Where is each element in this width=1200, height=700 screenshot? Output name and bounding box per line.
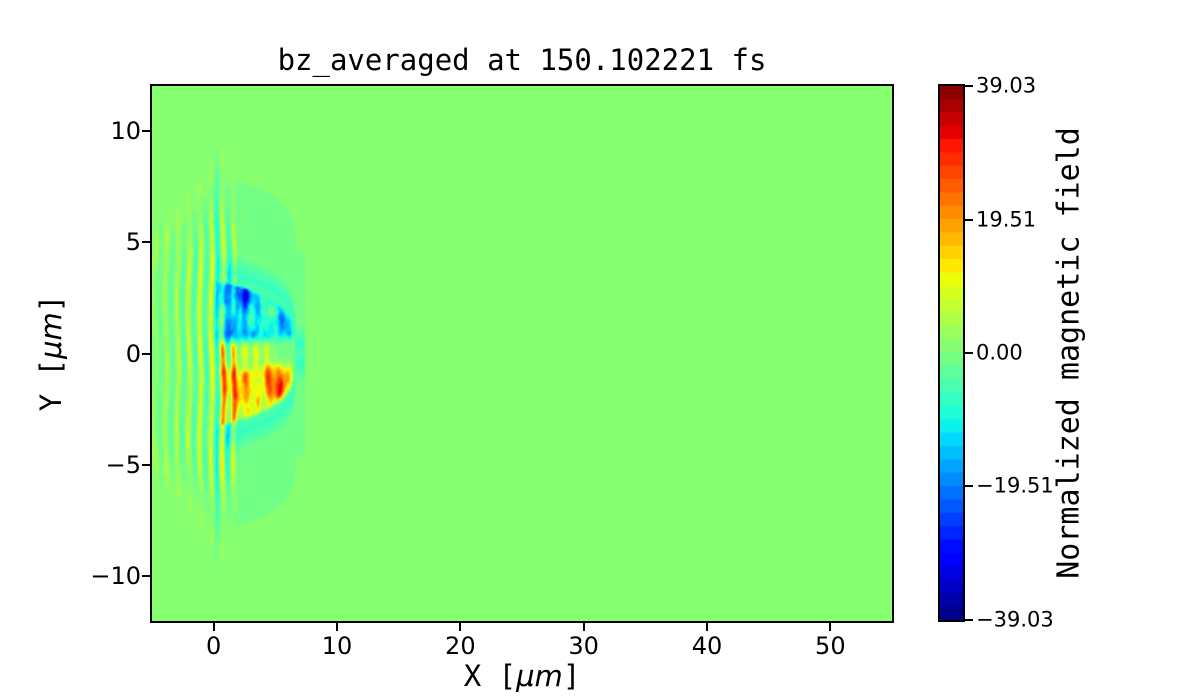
y-tick-label: −10 bbox=[90, 562, 141, 591]
y-tick-label: 10 bbox=[110, 116, 141, 145]
x-tick-label: 40 bbox=[691, 632, 723, 660]
y-axis-label-prefix: Y [ bbox=[34, 358, 69, 412]
colorbar-tick-label: 19.51 bbox=[976, 207, 1037, 232]
colorbar-tick bbox=[965, 485, 973, 488]
colorbar-tick bbox=[965, 85, 973, 87]
x-tick-label: 10 bbox=[321, 632, 353, 660]
x-tick-label: 50 bbox=[815, 632, 846, 660]
x-axis-label-suffix: ] bbox=[562, 659, 581, 693]
colorbar-canvas bbox=[940, 86, 963, 620]
x-axis-tick bbox=[829, 623, 832, 631]
x-tick-label: 20 bbox=[445, 632, 476, 660]
colorbar-tick-label: −39.03 bbox=[976, 607, 1054, 632]
colorbar-tick bbox=[965, 218, 973, 221]
y-tick-label: 0 bbox=[125, 339, 141, 368]
plot-title: bz_averaged at 150.102221 fs bbox=[277, 43, 767, 77]
plot-area bbox=[150, 84, 894, 623]
colorbar bbox=[938, 84, 965, 622]
x-tick-label: 30 bbox=[568, 632, 599, 660]
colorbar-tick-label: −19.51 bbox=[976, 473, 1054, 498]
colorbar-label: Normalized magnetic field bbox=[1051, 127, 1087, 579]
x-axis-tick bbox=[336, 623, 338, 631]
x-tick-label: 0 bbox=[206, 632, 222, 660]
x-axis-unit: μm bbox=[516, 659, 563, 693]
x-axis-label-prefix: X [ bbox=[463, 659, 517, 693]
y-axis-tick bbox=[142, 129, 150, 132]
colorbar-tick bbox=[965, 352, 973, 354]
x-axis-tick bbox=[706, 623, 708, 631]
x-axis-label: X [μm] bbox=[150, 659, 894, 693]
colorbar-tick bbox=[965, 619, 973, 621]
y-axis-tick bbox=[142, 575, 150, 578]
colorbar-tick-label: 0.00 bbox=[976, 340, 1023, 365]
y-axis-tick bbox=[142, 241, 150, 244]
x-axis-tick bbox=[582, 623, 585, 631]
y-tick-label: 5 bbox=[125, 228, 141, 257]
x-axis-tick bbox=[459, 623, 462, 631]
y-axis-unit: μm bbox=[34, 312, 69, 359]
y-axis-label-suffix: ] bbox=[34, 294, 69, 313]
y-tick-label: −5 bbox=[105, 450, 141, 479]
heatmap-canvas bbox=[152, 86, 892, 621]
colorbar-tick-label: 39.03 bbox=[976, 73, 1037, 98]
y-axis-tick bbox=[142, 352, 150, 355]
x-axis-tick bbox=[212, 623, 215, 631]
y-axis-tick bbox=[142, 463, 150, 466]
y-axis-label: Y [μm] bbox=[34, 294, 69, 412]
